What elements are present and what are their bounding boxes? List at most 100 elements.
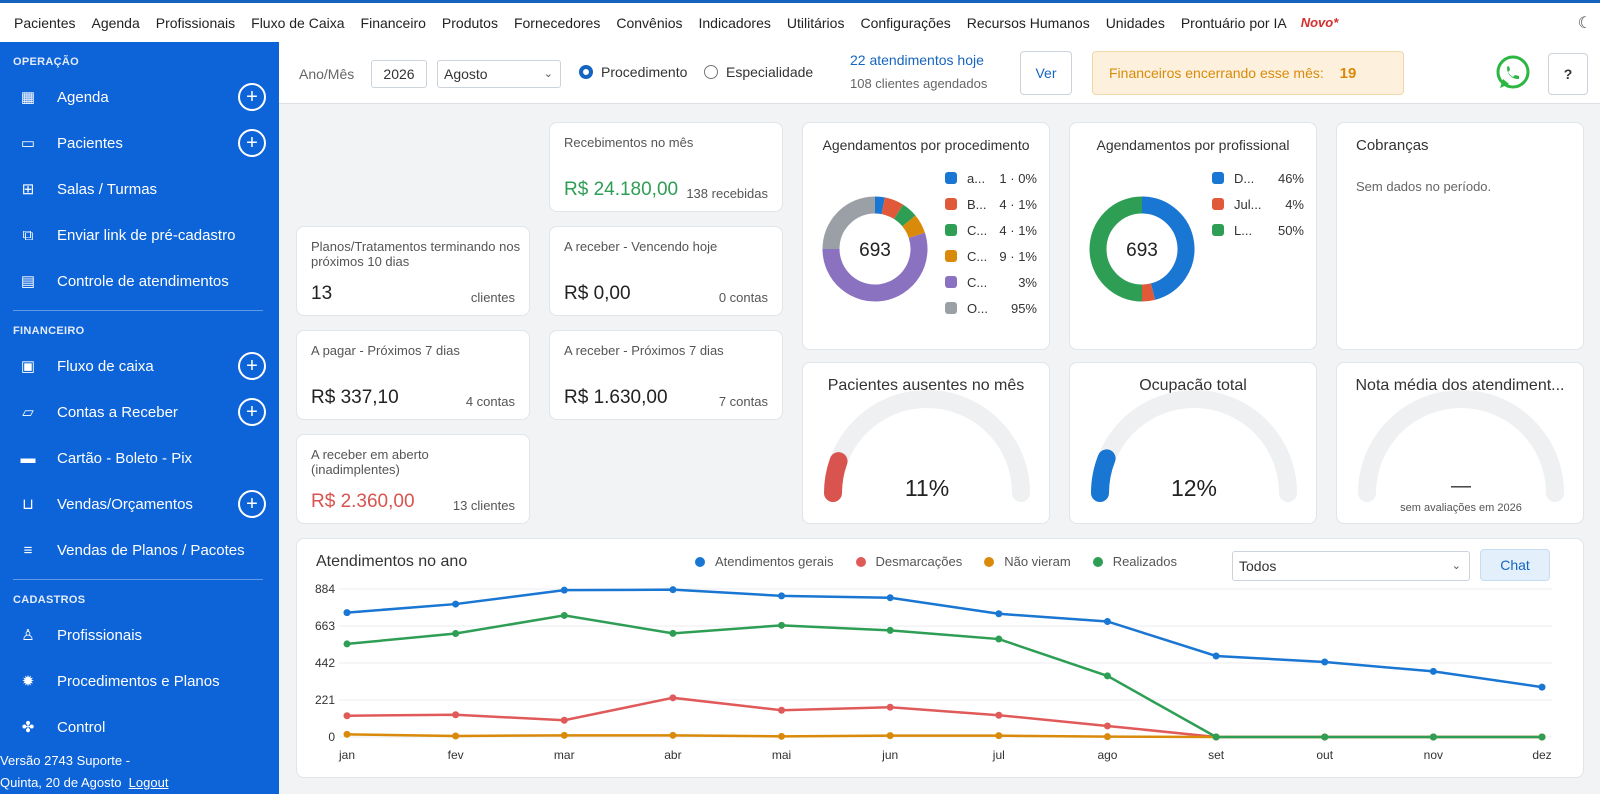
add-icon[interactable]: +: [238, 352, 266, 380]
financeiros-alert[interactable]: Financeiros encerrando esse mês: 19: [1092, 51, 1404, 95]
donut-slice[interactable]: [874, 196, 885, 215]
data-point[interactable]: [343, 640, 351, 648]
sidebar-item[interactable]: ✤ Control: [0, 704, 279, 750]
sidebar-item[interactable]: ▬ Cartão - Boleto - Pix: [0, 435, 279, 481]
donut-slice[interactable]: [902, 215, 925, 239]
data-point[interactable]: [778, 621, 786, 629]
sidebar-item[interactable]: ⊞ Salas / Turmas: [0, 166, 279, 212]
data-point[interactable]: [669, 731, 677, 739]
donut-slice[interactable]: [1141, 283, 1156, 302]
data-point[interactable]: [343, 712, 351, 720]
data-point[interactable]: [452, 711, 460, 719]
legend-item[interactable]: Jul... 4%: [1212, 191, 1304, 217]
donut-slice[interactable]: [1089, 196, 1143, 302]
data-point[interactable]: [778, 706, 786, 714]
data-point[interactable]: [1103, 722, 1111, 730]
donut-slice[interactable]: [893, 204, 916, 227]
kpi-a-pagar[interactable]: A pagar - Próximos 7 dias R$ 337,10 4 co…: [296, 330, 530, 420]
legend-item[interactable]: C... 3%: [945, 269, 1037, 295]
data-point[interactable]: [1429, 733, 1437, 741]
data-point[interactable]: [886, 732, 894, 740]
legend-item[interactable]: Realizados: [1092, 554, 1177, 569]
add-icon[interactable]: +: [238, 490, 266, 518]
topnav-item[interactable]: Pacientes: [14, 14, 76, 31]
legend-item[interactable]: Não vieram: [984, 554, 1071, 569]
dark-mode-icon[interactable]: ☾: [1577, 15, 1592, 32]
legend-item[interactable]: Atendimentos gerais: [695, 554, 834, 569]
legend-item[interactable]: C... 4 · 1%: [945, 217, 1037, 243]
legend-item[interactable]: B... 4 · 1%: [945, 191, 1037, 217]
data-point[interactable]: [995, 732, 1003, 740]
topnav-item[interactable]: Utilitários: [786, 14, 845, 31]
data-point[interactable]: [1429, 667, 1437, 675]
data-point[interactable]: [343, 730, 351, 738]
data-point[interactable]: [778, 732, 786, 740]
data-point[interactable]: [669, 586, 677, 594]
data-point[interactable]: [886, 594, 894, 602]
data-point[interactable]: [560, 731, 568, 739]
sidebar-item[interactable]: ▱ Contas a Receber +: [0, 389, 279, 435]
kpi-recebimentos[interactable]: Recebimentos no mês R$ 24.180,00 138 rec…: [549, 122, 783, 212]
atendimentos-hoje[interactable]: 22 atendimentos hoje: [850, 52, 984, 68]
data-point[interactable]: [452, 732, 460, 740]
donut-slice[interactable]: [822, 196, 876, 250]
legend-item[interactable]: O... 95%: [945, 295, 1037, 321]
data-point[interactable]: [1321, 733, 1329, 741]
ver-button[interactable]: Ver: [1020, 51, 1072, 95]
sidebar-item[interactable]: ⧉ Enviar link de pré-cadastro: [0, 212, 279, 258]
add-icon[interactable]: +: [238, 398, 266, 426]
logout-link[interactable]: Logout: [128, 775, 169, 790]
kpi-vencendo-hoje[interactable]: A receber - Vencendo hoje R$ 0,00 0 cont…: [549, 226, 783, 316]
data-point[interactable]: [1103, 733, 1111, 741]
donut-slice[interactable]: [822, 232, 928, 302]
topnav-item[interactable]: Configurações: [860, 14, 951, 31]
topnav-item[interactable]: Fluxo de Caixa: [251, 14, 345, 31]
sidebar-item[interactable]: ▦ Agenda +: [0, 74, 279, 120]
topnav-item[interactable]: Recursos Humanos: [966, 14, 1090, 31]
sidebar-item[interactable]: ≡ Vendas de Planos / Pacotes: [0, 527, 279, 573]
legend-item[interactable]: L... 50%: [1212, 217, 1304, 243]
donut-slice[interactable]: [1141, 196, 1195, 300]
data-point[interactable]: [1538, 733, 1546, 741]
sidebar-item[interactable]: ▤ Controle de atendimentos: [0, 258, 279, 304]
topnav-item[interactable]: Financeiro: [360, 14, 426, 31]
topnav-item[interactable]: Profissionais: [155, 14, 236, 31]
month-select[interactable]: Agosto ⌄: [437, 60, 561, 88]
data-point[interactable]: [1103, 617, 1111, 625]
sidebar-item[interactable]: ✹ Procedimentos e Planos: [0, 658, 279, 704]
series-filter-select[interactable]: Todos ⌄: [1232, 551, 1470, 581]
series-line[interactable]: [346, 696, 1542, 739]
sidebar-item[interactable]: ♙ Profissionais: [0, 612, 279, 658]
series-line[interactable]: [346, 588, 1543, 689]
data-point[interactable]: [343, 609, 351, 617]
data-point[interactable]: [886, 626, 894, 634]
help-button[interactable]: ?: [1548, 53, 1588, 95]
data-point[interactable]: [1212, 652, 1220, 660]
topnav-item[interactable]: Unidades: [1105, 14, 1165, 31]
sidebar-item[interactable]: ⊔ Vendas/Orçamentos +: [0, 481, 279, 527]
legend-item[interactable]: a... 1 · 0%: [945, 165, 1037, 191]
topnav-item[interactable]: Convênios: [616, 14, 683, 31]
topnav-item[interactable]: Fornecedores: [513, 14, 601, 31]
data-point[interactable]: [452, 630, 460, 638]
data-point[interactable]: [669, 629, 677, 637]
whatsapp-icon[interactable]: [1495, 55, 1531, 91]
data-point[interactable]: [560, 586, 568, 594]
kpi-planos[interactable]: Planos/Tratamentos terminando nos próxim…: [296, 226, 530, 316]
data-point[interactable]: [560, 716, 568, 724]
data-point[interactable]: [778, 592, 786, 600]
series-line[interactable]: [346, 614, 1542, 739]
data-point[interactable]: [1538, 683, 1546, 691]
data-point[interactable]: [452, 600, 460, 608]
legend-item[interactable]: C... 9 · 1%: [945, 243, 1037, 269]
topnav-item[interactable]: Produtos: [441, 14, 498, 31]
data-point[interactable]: [1103, 672, 1111, 680]
legend-item[interactable]: Desmarcações: [855, 554, 962, 569]
kpi-em-aberto[interactable]: A receber em aberto (inadimplentes) R$ 2…: [296, 434, 530, 524]
data-point[interactable]: [995, 711, 1003, 719]
data-point[interactable]: [1212, 733, 1220, 741]
sidebar-item[interactable]: ▭ Pacientes +: [0, 120, 279, 166]
radio-especialidade[interactable]: Especialidade: [704, 64, 813, 80]
data-point[interactable]: [669, 694, 677, 702]
kpi-a-receber-7-dias[interactable]: A receber - Próximos 7 dias R$ 1.630,00 …: [549, 330, 783, 420]
